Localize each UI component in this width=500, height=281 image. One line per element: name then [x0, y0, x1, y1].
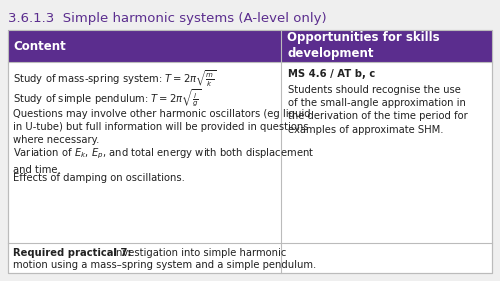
Text: Variation of $E_k$, $E_p$, and total energy with both displacement
and time.: Variation of $E_k$, $E_p$, and total ene… — [13, 147, 314, 175]
Text: 3.6.1.3  Simple harmonic systems (A-level only): 3.6.1.3 Simple harmonic systems (A-level… — [8, 12, 326, 25]
Text: Content: Content — [13, 40, 66, 53]
Text: Questions may involve other harmonic oscillators (eg liquid
in U-tube) but full : Questions may involve other harmonic osc… — [13, 109, 310, 145]
Bar — [8, 30, 492, 273]
Text: Students should recognise the use
of the small-angle approximation in
the deriva: Students should recognise the use of the… — [288, 85, 468, 135]
Text: MS 4.6 / AT b, c: MS 4.6 / AT b, c — [288, 69, 376, 79]
Text: Investigation into simple harmonic: Investigation into simple harmonic — [110, 248, 286, 258]
Text: Required practical 7:: Required practical 7: — [13, 248, 132, 258]
Text: Effects of damping on oscillations.: Effects of damping on oscillations. — [13, 173, 185, 183]
Text: motion using a mass–spring system and a simple pendulum.: motion using a mass–spring system and a … — [13, 260, 316, 270]
Text: Opportunities for skills
development: Opportunities for skills development — [288, 31, 440, 60]
Bar — [8, 30, 492, 62]
Text: Study of simple pendulum: $T = 2\pi\sqrt{\frac{l}{g}}$: Study of simple pendulum: $T = 2\pi\sqrt… — [13, 88, 202, 110]
Text: Study of mass-spring system: $T = 2\pi\sqrt{\frac{m}{k}}$: Study of mass-spring system: $T = 2\pi\s… — [13, 69, 217, 90]
Bar — [8, 30, 492, 273]
